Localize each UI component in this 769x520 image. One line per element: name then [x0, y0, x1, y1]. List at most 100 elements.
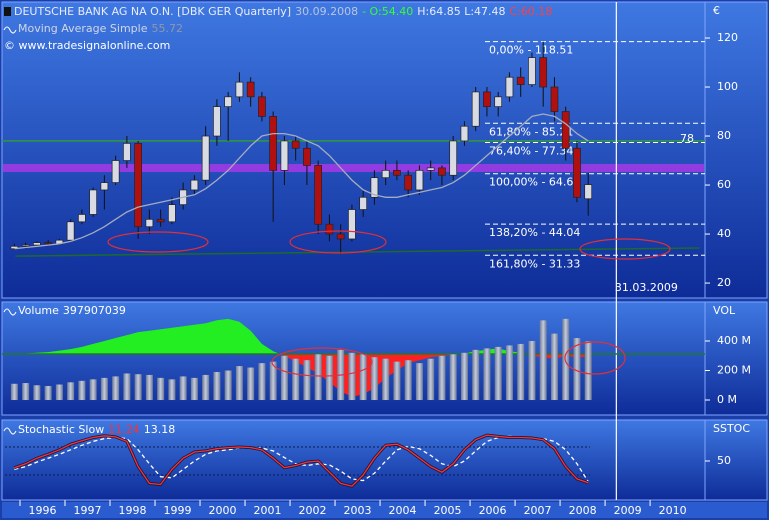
x-tick-label: 2000	[209, 504, 237, 517]
candle-body	[134, 143, 142, 228]
volume-bar	[505, 345, 513, 400]
volume-bar	[202, 374, 210, 400]
x-tick-label: 2006	[479, 504, 507, 517]
volume-bar	[123, 373, 131, 400]
candle-body	[123, 143, 131, 161]
candle-body	[336, 233, 345, 240]
annotation-ellipse	[564, 341, 626, 375]
legend-text: DEUTSCHE BANK AG NA O.N. [DBK GER Quarte…	[14, 5, 291, 18]
candle-body	[10, 245, 19, 250]
candle-body	[494, 96, 503, 107]
volume-bar	[78, 380, 86, 400]
volume-bar	[280, 355, 288, 400]
legend-text: 55.72	[151, 22, 183, 35]
candle-body	[550, 86, 559, 112]
legend-text: 397907039	[63, 304, 126, 317]
candle-body	[415, 169, 424, 191]
volume-bar	[179, 376, 187, 400]
stochastic-line	[14, 435, 589, 482]
axis-label: SSTOC	[713, 422, 750, 435]
volume-bar	[44, 385, 52, 400]
candle-body	[33, 242, 41, 246]
volume-legend: Volume 397907039	[18, 304, 126, 317]
volume-bar	[292, 358, 300, 400]
volume-bar	[258, 363, 266, 400]
candle-body	[426, 167, 435, 171]
candle-body	[66, 221, 75, 241]
header: DEUTSCHE BANK AG NA O.N. [DBK GER Quarte…	[14, 5, 552, 18]
axis-label: €	[713, 4, 720, 17]
volume-bar	[370, 357, 378, 400]
candle-body	[78, 214, 86, 223]
fib-label: 0,00% - 118.51	[489, 44, 573, 57]
x-tick-label: 1999	[164, 504, 192, 517]
candle-body	[291, 140, 300, 149]
volume-bar	[33, 385, 41, 400]
volume-bar	[325, 355, 333, 400]
candle-body	[393, 169, 401, 176]
legend-text: 13.18	[144, 423, 176, 436]
x-tick-label: 2002	[299, 504, 327, 517]
symbol-icon	[4, 7, 11, 16]
candle-body	[528, 57, 536, 85]
candle-body	[258, 96, 266, 117]
candle-body	[539, 57, 548, 88]
fib-label: 161,80% - 31.33	[489, 257, 580, 270]
legend-text: H:64.85 L:47.48	[417, 5, 505, 18]
volume-bar	[269, 361, 277, 400]
candle-body	[449, 140, 458, 176]
volume-axis-panel	[704, 301, 768, 416]
volume-bar	[550, 333, 558, 400]
x-tick-label: 2001	[254, 504, 282, 517]
volume-bar	[157, 377, 165, 400]
time-axis	[2, 502, 767, 518]
indicator-icon	[3, 308, 17, 316]
volume-bar	[303, 360, 311, 400]
annotations	[107, 230, 671, 377]
candle-body	[505, 76, 514, 98]
fib-label: 61,80% - 85.21	[489, 125, 573, 138]
legend-text: Stochastic Slow	[18, 423, 104, 436]
candle-body	[235, 81, 244, 98]
y-tick-label: 100	[717, 80, 738, 93]
candle-body	[190, 179, 199, 191]
copyright: © www.tradesignalonline.com	[4, 39, 170, 52]
x-tick-label: 2004	[389, 504, 417, 517]
volume-bar	[427, 358, 435, 400]
volume-bar	[359, 354, 367, 400]
volume-bar	[382, 358, 390, 400]
volume-bar	[134, 374, 142, 400]
volume-bar	[55, 384, 63, 400]
volume-bar	[112, 376, 120, 400]
candle-body	[213, 106, 221, 137]
fib-label: 138,20% - 44.04	[489, 226, 580, 239]
volume-bar	[145, 374, 153, 400]
annotation-ellipse	[579, 238, 671, 260]
stochastic-axis-panel	[704, 419, 768, 501]
moving-average	[14, 113, 589, 250]
volume-bar	[393, 361, 401, 400]
volume-bar	[314, 354, 322, 400]
volume-bar	[213, 371, 221, 400]
y-tick-label: 120	[717, 31, 738, 44]
candle-body	[21, 244, 30, 247]
volume-bar	[348, 352, 356, 400]
volume-bar	[415, 363, 423, 400]
y-tick-label: 0 M	[717, 393, 737, 406]
indicator-legend: Moving Average Simple 55.72	[18, 22, 183, 35]
y-tick-label: 20	[717, 276, 731, 289]
y-tick-label: 40	[717, 227, 731, 240]
candle-body	[516, 76, 525, 85]
x-tick-label: 1998	[119, 504, 147, 517]
volume-bar	[190, 377, 198, 400]
x-tick-label: 2010	[659, 504, 687, 517]
stochastic-legend: Stochastic Slow 11.24 13.18	[18, 423, 175, 436]
y-tick-label: 400 M	[717, 334, 751, 347]
candle-body	[269, 116, 278, 171]
volume-bar	[235, 366, 243, 400]
legend-text: 30.09.2008	[295, 5, 358, 18]
volume-bar	[247, 367, 255, 400]
band	[3, 163, 704, 173]
volume-bar	[168, 379, 176, 400]
legend-text: C:60.18	[510, 5, 553, 18]
